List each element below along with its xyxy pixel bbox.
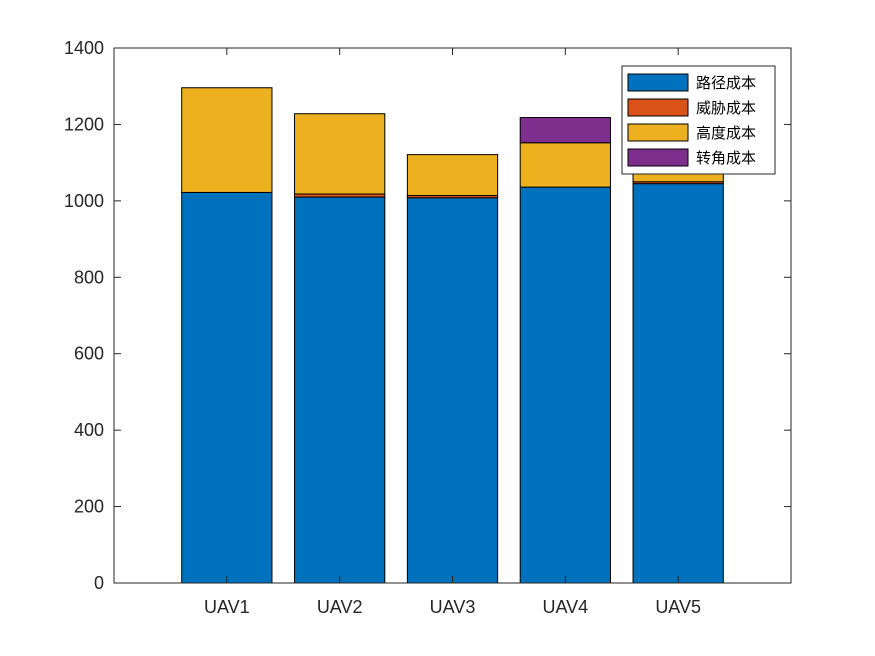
y-tick-label: 400 bbox=[74, 420, 104, 440]
y-tick-label: 0 bbox=[94, 573, 104, 593]
legend-swatch bbox=[627, 98, 689, 117]
x-tick-label: UAV1 bbox=[204, 597, 250, 617]
bar-uav5-series-1 bbox=[632, 183, 724, 584]
bar-uav4-series-3 bbox=[519, 142, 611, 188]
legend-label: 路径成本 bbox=[696, 74, 756, 92]
x-tick-label: UAV5 bbox=[655, 597, 701, 617]
bar-uav1-series-1 bbox=[181, 191, 273, 584]
legend-label: 高度成本 bbox=[696, 124, 756, 142]
bar-uav4-series-4 bbox=[519, 117, 611, 144]
y-tick-label: 1000 bbox=[64, 191, 104, 211]
bar-uav2-series-3 bbox=[294, 113, 386, 195]
y-tick-label: 1200 bbox=[64, 114, 104, 134]
legend-label: 转角成本 bbox=[696, 149, 756, 167]
y-tick-label: 600 bbox=[74, 344, 104, 364]
x-tick-label: UAV2 bbox=[317, 597, 363, 617]
x-tick-label: UAV3 bbox=[430, 597, 476, 617]
bars-layer bbox=[181, 87, 724, 584]
bar-uav2-series-1 bbox=[294, 196, 386, 584]
y-tick-label: 200 bbox=[74, 497, 104, 517]
x-tick-label: UAV4 bbox=[542, 597, 588, 617]
bar-uav3-series-3 bbox=[406, 154, 499, 197]
y-tick-label: 1400 bbox=[64, 38, 104, 58]
legend-swatch bbox=[627, 148, 689, 167]
axis-layer: 0 200 400 600 800 1000 1200 1400 UAV1 UAV2 UAV3 UAV… bbox=[64, 38, 791, 617]
bar-uav4-series-1 bbox=[519, 186, 611, 584]
legend-swatch bbox=[627, 123, 689, 142]
legend-label: 威胁成本 bbox=[696, 99, 756, 117]
legend-swatch bbox=[627, 73, 689, 92]
bar-uav3-series-1 bbox=[406, 197, 499, 584]
bar-uav1-series-3 bbox=[181, 87, 273, 193]
y-tick-label: 800 bbox=[74, 267, 104, 287]
